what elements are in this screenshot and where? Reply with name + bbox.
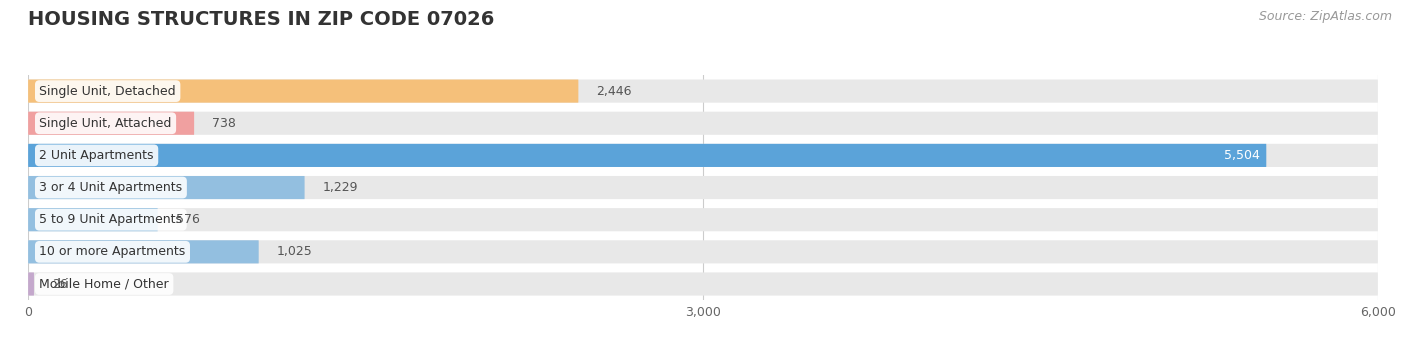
- Text: Mobile Home / Other: Mobile Home / Other: [39, 278, 169, 291]
- FancyBboxPatch shape: [28, 240, 259, 264]
- Text: 5 to 9 Unit Apartments: 5 to 9 Unit Apartments: [39, 213, 183, 226]
- Text: HOUSING STRUCTURES IN ZIP CODE 07026: HOUSING STRUCTURES IN ZIP CODE 07026: [28, 10, 495, 29]
- FancyBboxPatch shape: [28, 176, 305, 199]
- FancyBboxPatch shape: [28, 79, 1378, 103]
- Text: 2 Unit Apartments: 2 Unit Apartments: [39, 149, 153, 162]
- Text: 576: 576: [176, 213, 200, 226]
- FancyBboxPatch shape: [28, 208, 157, 231]
- FancyBboxPatch shape: [28, 79, 578, 103]
- Text: 1,229: 1,229: [322, 181, 359, 194]
- FancyBboxPatch shape: [28, 272, 1378, 296]
- FancyBboxPatch shape: [28, 112, 1378, 135]
- Text: 5,504: 5,504: [1223, 149, 1260, 162]
- FancyBboxPatch shape: [28, 176, 1378, 199]
- FancyBboxPatch shape: [28, 240, 1378, 264]
- FancyBboxPatch shape: [28, 272, 34, 296]
- Text: Single Unit, Attached: Single Unit, Attached: [39, 117, 172, 130]
- FancyBboxPatch shape: [28, 208, 1378, 231]
- FancyBboxPatch shape: [28, 144, 1378, 167]
- Text: 26: 26: [52, 278, 67, 291]
- Text: 1,025: 1,025: [277, 246, 312, 258]
- Text: 10 or more Apartments: 10 or more Apartments: [39, 246, 186, 258]
- Text: Source: ZipAtlas.com: Source: ZipAtlas.com: [1258, 10, 1392, 23]
- FancyBboxPatch shape: [28, 144, 1267, 167]
- Text: 3 or 4 Unit Apartments: 3 or 4 Unit Apartments: [39, 181, 183, 194]
- Text: 738: 738: [212, 117, 236, 130]
- Text: 2,446: 2,446: [596, 85, 631, 98]
- Text: Single Unit, Detached: Single Unit, Detached: [39, 85, 176, 98]
- FancyBboxPatch shape: [28, 112, 194, 135]
